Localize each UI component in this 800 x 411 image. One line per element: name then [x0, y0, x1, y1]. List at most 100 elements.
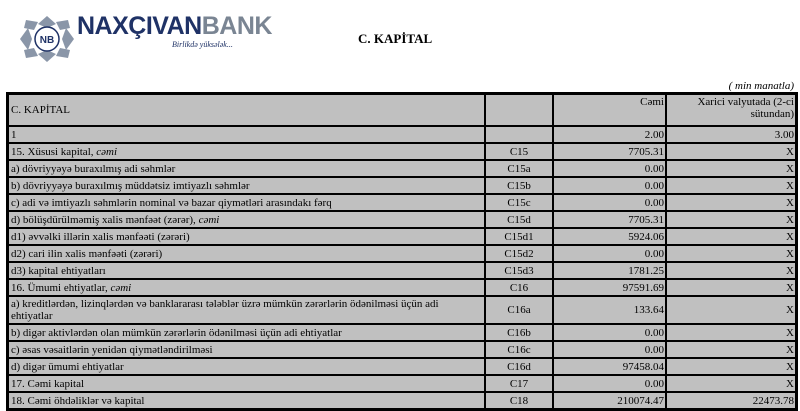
row-code: C15: [486, 144, 552, 159]
table-row: c) əsas vəsaitlərin yenidən qiymətləndir…: [9, 342, 795, 357]
row-total: 0.00: [554, 376, 665, 391]
row-label-emphasis: cəmi: [96, 145, 118, 158]
table-row: 15. Xüsusi kapital, cəmi C15 7705.31 X: [9, 144, 795, 159]
row-foreign: X: [667, 195, 795, 210]
row-foreign: X: [667, 178, 795, 193]
row-label: c) əsas vəsaitlərin yenidən qiymətləndir…: [9, 342, 484, 357]
row-total: 0.00: [554, 195, 665, 210]
row-total: 5924.06: [554, 229, 665, 244]
row-total: 0.00: [554, 161, 665, 176]
row-label-text: d1) əvvəlki illərin xalis mənfəəti (zərə…: [11, 230, 190, 243]
table-row: d) digər ümumi ehtiyatlar C16d 97458.04 X: [9, 359, 795, 374]
table-row: c) adi və imtiyazlı səhmlərin nominal və…: [9, 195, 795, 210]
page-title: C. KAPİTAL: [358, 31, 433, 46]
row-code: C16c: [486, 342, 552, 357]
row-code: C15c: [486, 195, 552, 210]
row-foreign: X: [667, 229, 795, 244]
row-foreign: X: [667, 246, 795, 261]
row-label: d) bölüşdürülməmiş xalis mənfəət (zərər)…: [9, 212, 484, 227]
bank-name-primary: NAXÇIVAN: [77, 12, 202, 40]
header-total: Cəmi: [554, 95, 665, 125]
table-row: d3) kapital ehtiyatları C15d3 1781.25 X: [9, 263, 795, 278]
row-label-text: d3) kapital ehtiyatları: [11, 264, 106, 277]
number-label: 1: [9, 127, 484, 142]
row-label-text: 16. Ümumi ehtiyatlar,: [11, 281, 111, 294]
row-label: 16. Ümumi ehtiyatlar, cəmi: [9, 280, 484, 295]
svg-text:NB: NB: [40, 35, 54, 46]
row-label: d) digər ümumi ehtiyatlar: [9, 359, 484, 374]
row-total: 210074.47: [554, 393, 665, 408]
row-code: C16b: [486, 325, 552, 340]
row-label: d1) əvvəlki illərin xalis mənfəəti (zərə…: [9, 229, 484, 244]
table-row: d1) əvvəlki illərin xalis mənfəəti (zərə…: [9, 229, 795, 244]
table-row: 18. Cəmi öhdəliklər və kapital C18 210074.…: [9, 393, 795, 408]
row-label-text: b) dövriyyəyə buraxılmış müddətsiz imtiy…: [11, 179, 250, 192]
row-foreign: X: [667, 297, 795, 323]
row-label: a) dövriyyəyə buraxılmış adi səhmlər: [9, 161, 484, 176]
table-row: b) dövriyyəyə buraxılmış müddətsiz imtiy…: [9, 178, 795, 193]
table-row: d) bölüşdürülməmiş xalis mənfəət (zərər)…: [9, 212, 795, 227]
row-total: 0.00: [554, 325, 665, 340]
row-foreign: X: [667, 280, 795, 295]
row-label: a) kreditlərdən, lizinqlərdən və banklar…: [9, 297, 484, 323]
row-label-text: b) digər aktivlərdən olan mümkün zərərlə…: [11, 326, 342, 339]
row-foreign: X: [667, 161, 795, 176]
row-code: C15a: [486, 161, 552, 176]
header-label: C. KAPİTAL: [9, 95, 484, 125]
row-foreign: X: [667, 144, 795, 159]
capital-table: C. KAPİTAL Cəmi Xarici valyutada (2-ci s…: [6, 92, 798, 411]
row-total: 0.00: [554, 178, 665, 193]
bank-name: NAXÇIVANBANK: [77, 12, 272, 41]
row-total: 7705.31: [554, 212, 665, 227]
row-foreign: X: [667, 359, 795, 374]
row-label-text: 17. Cəmi kapital: [11, 377, 85, 390]
row-total: 97458.04: [554, 359, 665, 374]
number-foreign: 3.00: [667, 127, 795, 142]
row-total: 7705.31: [554, 144, 665, 159]
bank-name-secondary: BANK: [201, 12, 273, 40]
table-row: a) kreditlərdən, lizinqlərdən və banklar…: [9, 297, 795, 323]
row-total: 0.00: [554, 246, 665, 261]
row-label: c) adi və imtiyazlı səhmlərin nominal və…: [9, 195, 484, 210]
row-code: C15d1: [486, 229, 552, 244]
row-label-text: c) əsas vəsaitlərin yenidən qiymətləndir…: [11, 343, 213, 356]
table-header-row: C. KAPİTAL Cəmi Xarici valyutada (2-ci s…: [9, 95, 795, 125]
logo-emblem-icon: NB: [20, 16, 74, 62]
row-code: C16a: [486, 297, 552, 323]
row-label: d3) kapital ehtiyatları: [9, 263, 484, 278]
row-code: C15b: [486, 178, 552, 193]
row-code: C16: [486, 280, 552, 295]
unit-note: ( min manatla): [728, 80, 794, 92]
row-code: C17: [486, 376, 552, 391]
row-total: 0.00: [554, 342, 665, 357]
header-code: [486, 95, 552, 125]
row-code: C15d2: [486, 246, 552, 261]
row-label: 18. Cəmi öhdəliklər və kapital: [9, 393, 484, 408]
bank-logo: NB: [16, 14, 256, 64]
table-row: a) dövriyyəyə buraxılmış adi səhmlər C15a…: [9, 161, 795, 176]
row-label-text: d2) cari ilin xalis mənfəəti (zərəri): [11, 247, 163, 260]
row-label-text: 18. Cəmi öhdəliklər və kapital: [11, 394, 145, 407]
number-total: 2.00: [554, 127, 665, 142]
row-label: 17. Cəmi kapital: [9, 376, 484, 391]
row-foreign: X: [667, 212, 795, 227]
row-total: 1781.25: [554, 263, 665, 278]
row-total: 97591.69: [554, 280, 665, 295]
row-label: b) digər aktivlərdən olan mümkün zərərlə…: [9, 325, 484, 340]
row-total: 133.64: [554, 297, 665, 323]
table-row: 16. Ümumi ehtiyatlar, cəmi C16 97591.69 X: [9, 280, 795, 295]
row-label-emphasis: cəmi: [198, 213, 220, 226]
row-label-text: c) adi və imtiyazlı səhmlərin nominal və…: [11, 196, 332, 209]
table-row: 17. Cəmi kapital C17 0.00 X: [9, 376, 795, 391]
row-foreign: X: [667, 325, 795, 340]
column-number-row: 1 2.00 3.00: [9, 127, 795, 142]
row-label-text: a) dövriyyəyə buraxılmış adi səhmlər: [11, 162, 176, 175]
row-code: C15d: [486, 212, 552, 227]
number-code: [486, 127, 552, 142]
row-foreign: X: [667, 263, 795, 278]
row-label: b) dövriyyəyə buraxılmış müddətsiz imtiy…: [9, 178, 484, 193]
table-row: d2) cari ilin xalis mənfəəti (zərəri) C15…: [9, 246, 795, 261]
row-label-emphasis: cəmi: [110, 281, 132, 294]
bank-tagline: Birlikdə yüksələk...: [172, 40, 233, 49]
row-label-text: d) bölüşdürülməmiş xalis mənfəət (zərər)…: [11, 213, 199, 226]
